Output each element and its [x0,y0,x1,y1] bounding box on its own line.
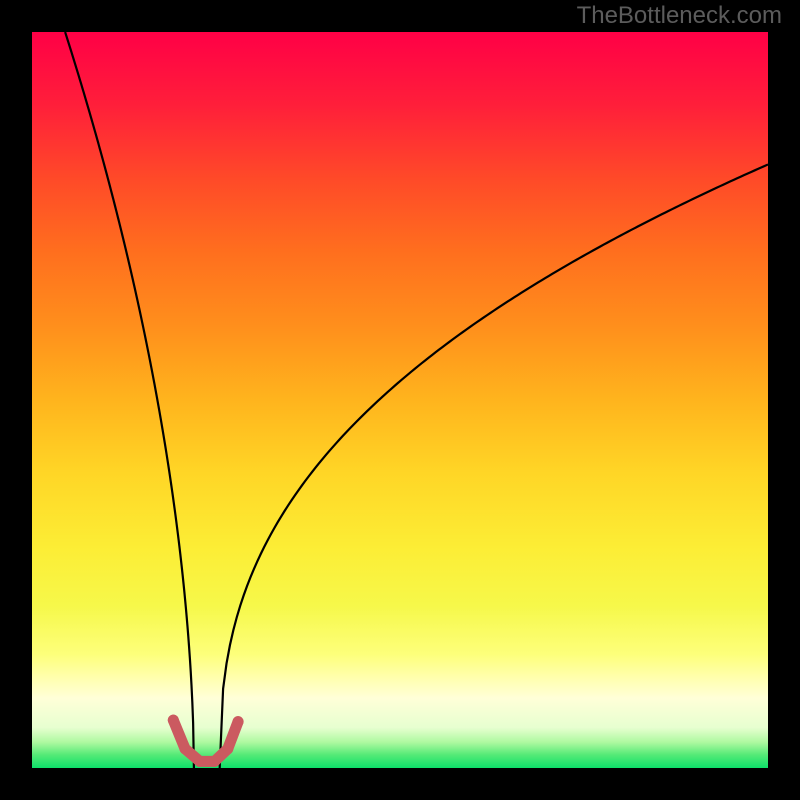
gradient-background [32,32,768,768]
bottleneck-curve-chart [32,32,768,768]
watermark-text: TheBottleneck.com [577,2,782,30]
valley-marker-node [180,743,191,754]
valley-marker-node [168,715,179,726]
valley-marker-node [194,756,205,767]
valley-marker-node [222,743,233,754]
valley-marker-node [233,716,244,727]
chart-svg [32,32,768,768]
valley-marker-node [209,756,220,767]
